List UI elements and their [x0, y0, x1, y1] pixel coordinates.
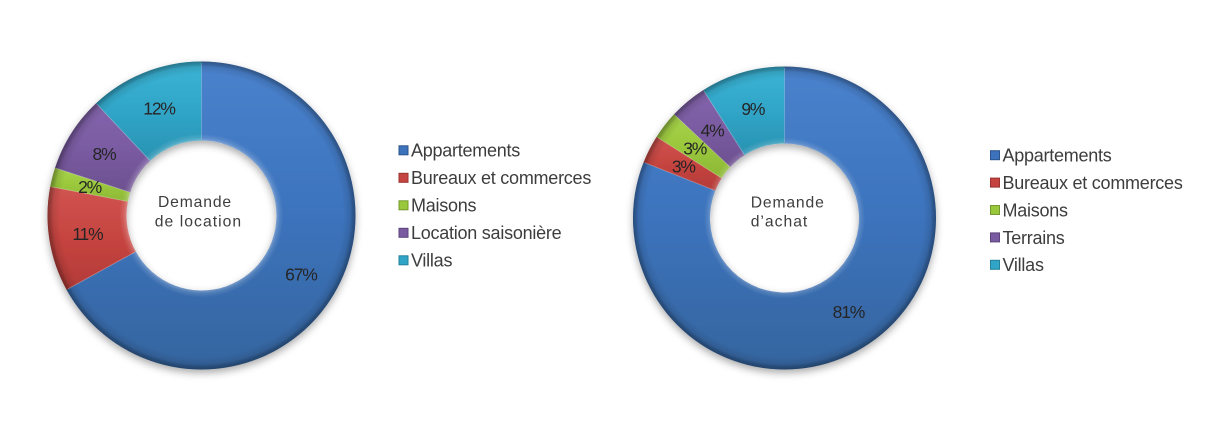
svg-text:Maisons: Maisons — [411, 196, 477, 216]
svg-text:81%: 81% — [833, 302, 865, 322]
svg-text:12%: 12% — [143, 98, 175, 118]
svg-text:67%: 67% — [285, 265, 317, 285]
svg-text:Demande: Demande — [158, 194, 232, 211]
svg-text:9%: 9% — [741, 99, 765, 119]
svg-text:8%: 8% — [93, 144, 117, 164]
svg-text:Location saisonière: Location saisonière — [411, 223, 562, 243]
svg-text:3%: 3% — [683, 139, 707, 159]
svg-text:de location: de location — [155, 214, 242, 231]
svg-text:Terrains: Terrains — [1003, 228, 1065, 248]
svg-text:Villas: Villas — [1003, 255, 1044, 275]
svg-text:Maisons: Maisons — [1003, 200, 1069, 220]
svg-text:11%: 11% — [72, 224, 103, 244]
svg-text:Bureaux et commerces: Bureaux et commerces — [1003, 173, 1183, 193]
svg-text:Villas: Villas — [411, 251, 452, 271]
svg-text:Demande: Demande — [751, 194, 825, 211]
svg-text:4%: 4% — [701, 121, 725, 141]
svg-text:Appartements: Appartements — [411, 141, 520, 161]
svg-text:d’achat: d’achat — [751, 214, 809, 231]
svg-text:Bureaux et commerces: Bureaux et commerces — [411, 168, 591, 188]
svg-text:2%: 2% — [78, 177, 102, 197]
svg-text:3%: 3% — [672, 157, 696, 177]
svg-text:Appartements: Appartements — [1003, 146, 1112, 166]
